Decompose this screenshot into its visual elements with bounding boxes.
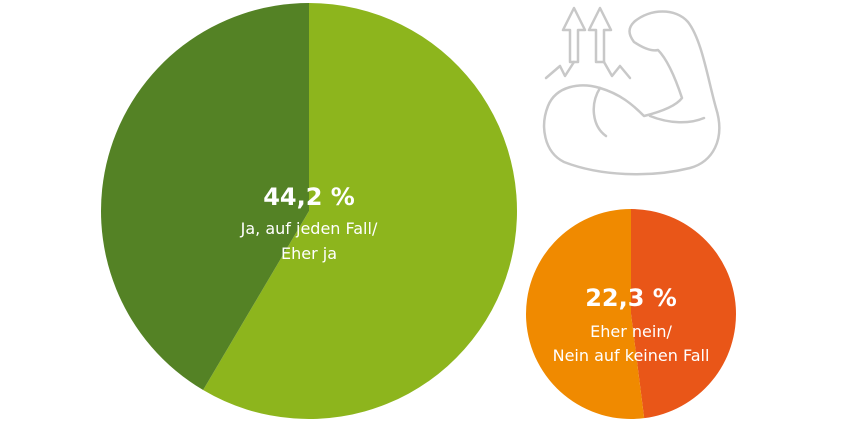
pie-ja-slice-dark	[101, 3, 309, 391]
pie-nein-slice-orange	[526, 209, 645, 419]
pie-chart-ja	[101, 3, 517, 419]
pie-nein-label-line2: Nein auf keinen Fall	[553, 346, 710, 365]
pie-ja-slice-light	[203, 3, 517, 419]
pie-chart-nein	[526, 209, 737, 419]
pie-nein-label-line1: Eher nein/	[590, 322, 672, 341]
pie-ja-value: 44,2 %	[263, 183, 355, 211]
pie-nein-slice-red	[631, 209, 737, 419]
flexed-bicep-arrows-icon	[542, 6, 721, 176]
pie-ja-label-line1: Ja, auf jeden Fall/	[240, 219, 378, 238]
pie-nein-value: 22,3 %	[585, 284, 677, 312]
pie-ja-label-line2: Eher ja	[281, 244, 337, 263]
